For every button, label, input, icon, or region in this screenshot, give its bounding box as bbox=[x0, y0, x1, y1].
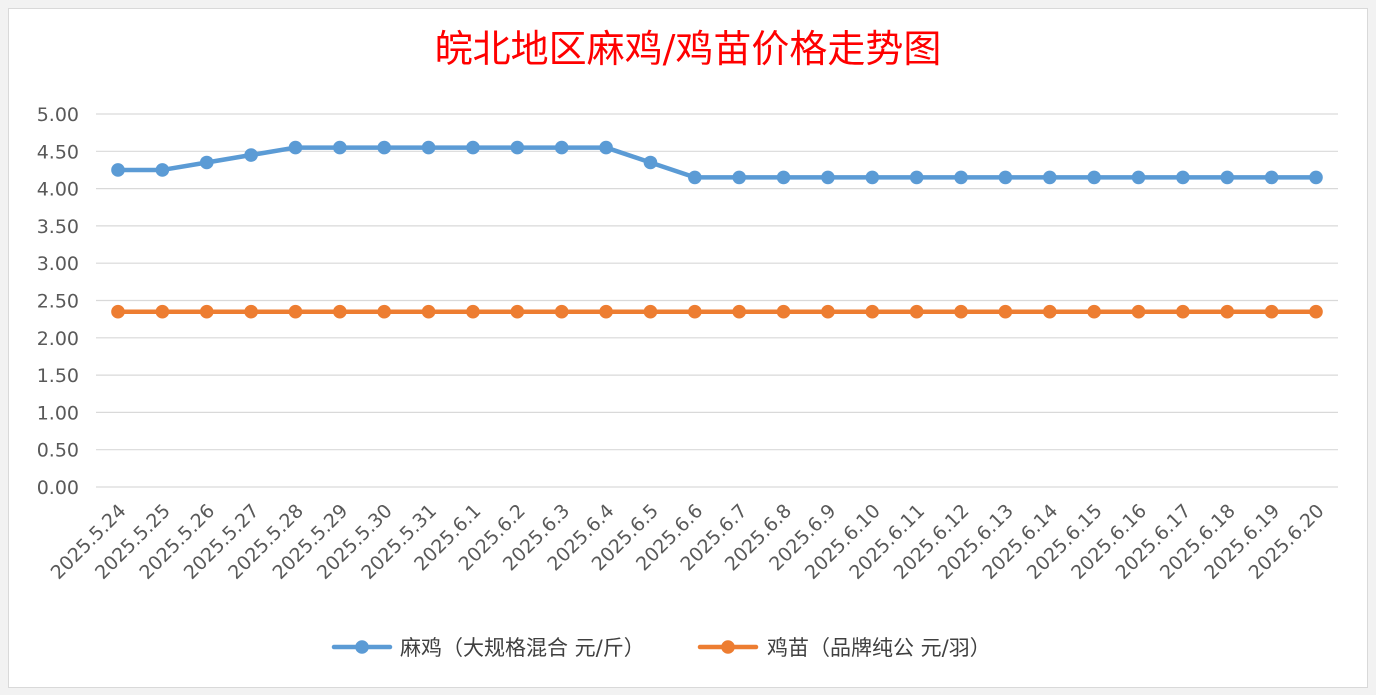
data-point bbox=[333, 304, 347, 319]
data-point bbox=[1309, 170, 1323, 185]
data-point bbox=[1220, 170, 1235, 185]
y-tick-label: 4.00 bbox=[37, 179, 79, 201]
data-point bbox=[1309, 304, 1323, 319]
data-point bbox=[199, 304, 214, 319]
data-point bbox=[466, 140, 480, 155]
data-point bbox=[1131, 304, 1146, 319]
data-point bbox=[244, 304, 258, 319]
data-point bbox=[1042, 304, 1057, 319]
data-point bbox=[1087, 170, 1101, 185]
data-point bbox=[244, 148, 258, 162]
data-point bbox=[288, 304, 303, 319]
legend-label: 鸡苗（品牌纯公 元/羽） bbox=[767, 636, 991, 660]
data-point bbox=[909, 304, 924, 319]
data-point bbox=[1042, 170, 1057, 185]
data-point bbox=[909, 170, 924, 185]
y-axis-ticks: 0.00 0.50 1.00 1.50 2.00 2.50 3.00 3.50 4.00 4.50… bbox=[37, 104, 79, 499]
y-tick-label: 3.50 bbox=[37, 216, 79, 238]
data-point bbox=[155, 163, 170, 177]
data-point bbox=[732, 170, 746, 185]
data-point bbox=[643, 155, 658, 170]
data-point bbox=[421, 140, 436, 155]
chart-title: 皖北地区麻鸡/鸡苗价格走势图 bbox=[435, 27, 942, 71]
data-point bbox=[1131, 170, 1146, 185]
y-tick-label: 3.00 bbox=[37, 253, 79, 275]
legend-item: 麻鸡（大规格混合 元/斤） bbox=[331, 636, 645, 660]
data-point bbox=[1264, 304, 1279, 319]
data-point bbox=[510, 140, 525, 155]
data-point bbox=[1264, 170, 1279, 185]
data-point bbox=[333, 140, 347, 155]
y-tick-label: 4.50 bbox=[37, 141, 79, 163]
y-tick-label: 0.50 bbox=[37, 440, 79, 462]
data-point bbox=[1176, 170, 1190, 185]
x-axis-ticks: 2025.5.242025.5.252025.5.262025.5.272025… bbox=[47, 500, 1329, 584]
data-point bbox=[377, 140, 392, 155]
data-point bbox=[111, 163, 125, 177]
data-point bbox=[554, 140, 569, 155]
data-point bbox=[111, 304, 125, 319]
series-line bbox=[115, 145, 1319, 180]
data-point bbox=[599, 140, 613, 155]
data-point bbox=[954, 304, 968, 319]
data-point bbox=[688, 170, 702, 185]
data-point bbox=[466, 304, 480, 319]
data-point bbox=[998, 304, 1013, 319]
data-point bbox=[599, 304, 613, 319]
y-tick-label: 0.00 bbox=[37, 477, 79, 499]
data-point bbox=[821, 170, 835, 185]
data-point bbox=[199, 155, 214, 170]
data-point bbox=[1220, 304, 1235, 319]
data-point bbox=[155, 304, 170, 319]
data-point bbox=[776, 304, 791, 319]
y-tick-label: 2.00 bbox=[37, 328, 79, 350]
data-point bbox=[510, 304, 525, 319]
data-point bbox=[865, 170, 880, 185]
series-2 bbox=[111, 304, 1323, 319]
data-point bbox=[776, 170, 791, 185]
data-point bbox=[377, 304, 392, 319]
chart-area bbox=[8, 8, 1368, 688]
legend-marker bbox=[355, 640, 369, 654]
y-tick-label: 1.00 bbox=[37, 402, 79, 424]
data-point bbox=[821, 304, 835, 319]
series-layer bbox=[111, 140, 1323, 319]
data-point bbox=[1087, 304, 1101, 319]
y-tick-label: 1.50 bbox=[37, 365, 79, 387]
legend: 麻鸡（大规格混合 元/斤） 鸡苗（品牌纯公 元/羽） bbox=[331, 636, 991, 660]
data-point bbox=[643, 304, 658, 319]
data-point bbox=[954, 170, 968, 185]
data-point bbox=[998, 170, 1013, 185]
data-point bbox=[865, 304, 880, 319]
data-point bbox=[732, 304, 746, 319]
data-point bbox=[421, 304, 436, 319]
data-point bbox=[688, 304, 702, 319]
y-tick-label: 5.00 bbox=[37, 104, 79, 126]
legend-marker bbox=[721, 640, 735, 654]
legend-label: 麻鸡（大规格混合 元/斤） bbox=[400, 636, 645, 660]
data-point bbox=[1176, 304, 1190, 319]
data-point bbox=[554, 304, 569, 319]
y-tick-label: 2.50 bbox=[37, 291, 79, 313]
series-1 bbox=[111, 140, 1323, 185]
gridlines bbox=[96, 113, 1338, 488]
legend-item: 鸡苗（品牌纯公 元/羽） bbox=[697, 636, 991, 660]
data-point bbox=[288, 140, 303, 155]
